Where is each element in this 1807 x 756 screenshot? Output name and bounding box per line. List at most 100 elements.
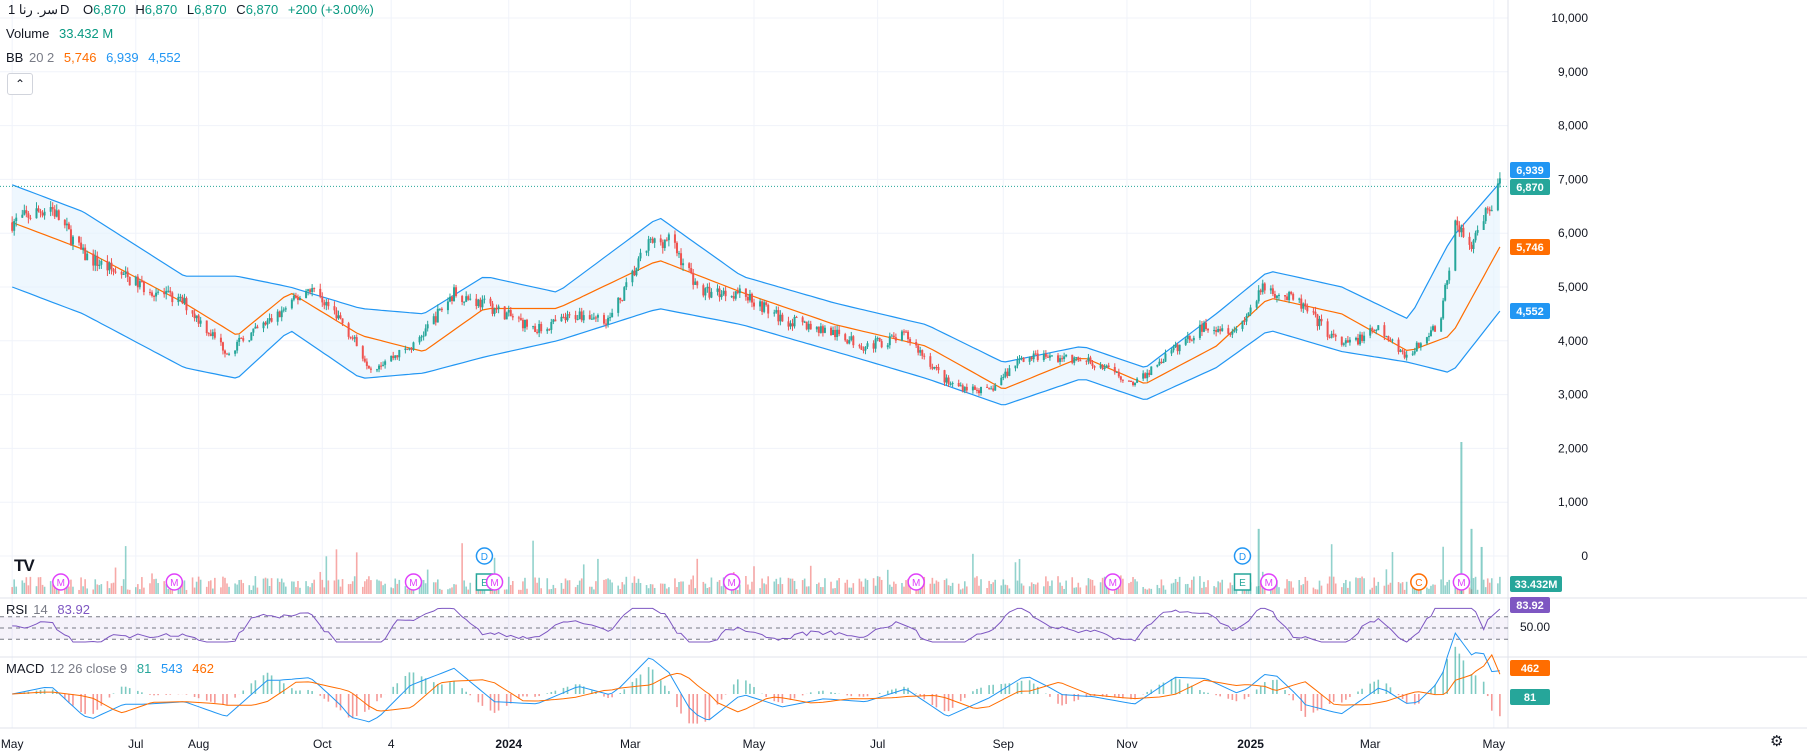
symbol-legend: سر. رنا 1D O6,870 H6,870 L6,870 C6,870 +… [6,2,380,18]
candle-body [1397,339,1400,352]
candle-body [1077,357,1080,361]
candle-body [86,253,89,261]
candle-body [1004,371,1007,377]
candle-body [94,255,97,266]
candle-body [71,236,74,245]
volume-bar [791,578,794,594]
volume-bar [548,589,551,594]
candle-body [848,339,851,344]
bb-label[interactable]: BB [6,50,24,65]
candle-body [412,342,415,350]
macd-hist-bar [1259,685,1262,694]
event-label: M [1457,578,1465,589]
volume-bar [53,585,56,594]
badge-bb-basis-bg [1510,239,1550,255]
volume-bar [1278,587,1280,594]
candle-body [1002,376,1005,378]
candles-group [11,172,1501,594]
volume-bar [649,584,652,594]
volume-bar [270,578,273,594]
candle-body [199,320,202,324]
candle-body [1484,208,1487,222]
volume-bar [1316,589,1319,594]
volume-bar [451,587,453,594]
macd-hist-bar [1486,694,1489,697]
macd-hist-bar [128,688,131,694]
candle-body [327,301,330,307]
macd-hist-bar [858,694,861,697]
collapse-legend-button[interactable]: ⌃ [7,73,33,95]
bb-lower-value: 4,552 [148,50,181,65]
candle-body [1087,357,1090,362]
candle-body [1188,335,1191,341]
volume-bar [366,579,368,594]
volume-bar [1036,582,1039,594]
volume-bar [874,585,877,594]
candle-body [390,355,393,362]
volume-bar [25,577,28,594]
candle-body [380,365,383,367]
tradingview-logo[interactable]: TV [14,556,35,575]
candle-body [234,350,237,354]
macd-hist-bar [736,679,739,694]
volume-bar [947,585,950,594]
candle-body [718,288,721,298]
open-label: O [83,2,94,17]
macd-line [12,632,1500,723]
candle-body [1411,353,1414,355]
volume-bar [157,583,159,594]
gear-icon[interactable]: ⚙ [1770,733,1784,750]
macd-hist-bar [1361,688,1363,694]
interval-label[interactable]: 1D [8,2,70,17]
macd-label[interactable]: MACD [6,661,45,676]
rsi-label[interactable]: RSI [6,602,28,617]
volume-bar [895,583,897,594]
macd-hist-bar [1105,694,1108,697]
volume-bar [1221,579,1224,594]
volume-bar [382,585,384,594]
volume-spike-bar [1470,528,1473,594]
candle-body [1399,350,1402,352]
candle-body [394,355,397,359]
volume-bar [751,581,753,594]
macd-hist-bar [1016,682,1019,694]
candle-body [1006,371,1009,376]
volume-bar [299,587,301,594]
candle-body [730,296,733,298]
candle-body [909,339,912,343]
volume-bar [1499,576,1501,594]
candle-body [621,300,624,302]
candle-body [1036,353,1039,361]
macd-hist-bar [692,694,694,724]
volume-bar [378,580,380,594]
candle-body [560,316,563,322]
candle-body [1079,360,1082,362]
candle-body [552,319,555,322]
macd-hist-bar [724,694,727,695]
volume-bar [704,583,707,594]
macd-hist-bar [1288,694,1290,696]
candle-body [138,281,141,288]
volume-bar [538,577,540,594]
price-tick-label: 0 [1581,549,1588,563]
volume-bar [781,584,784,594]
volume-bar [183,580,186,594]
candle-body [248,340,251,342]
volume-bar [362,586,364,594]
candle-body [1344,340,1347,344]
volume-label[interactable]: Volume [6,26,50,41]
event-label: M [409,578,417,589]
candle-body [562,316,565,318]
volume-bar [1486,578,1489,594]
candle-body [878,337,881,342]
candle-body [931,366,934,369]
candle-body [438,308,441,310]
volume-bar [880,579,883,594]
volume-bar [795,589,798,594]
badge-rsi: 83.92 [1510,597,1550,613]
candle-body [1050,355,1053,357]
candle-body [1482,221,1485,230]
candle-body [775,310,778,313]
candle-body [988,387,991,389]
